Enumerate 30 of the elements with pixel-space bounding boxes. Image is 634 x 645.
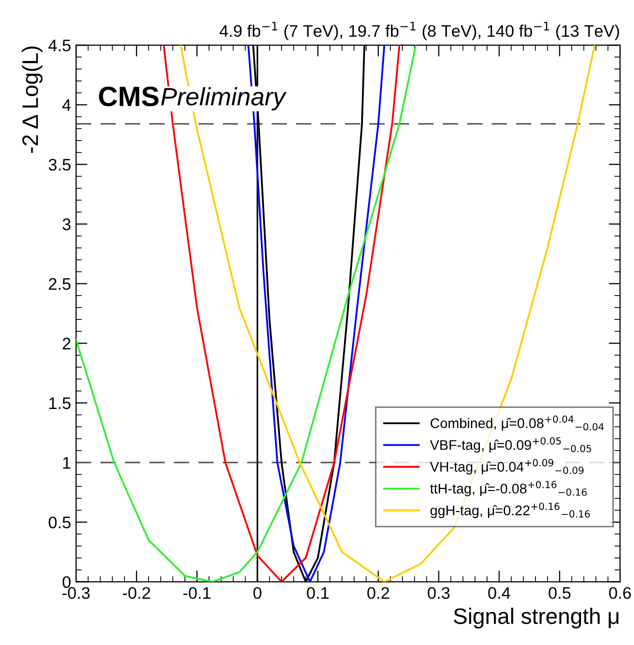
y-tick-label: 2.5 [48,278,71,290]
x-tick-label: 0.1 [306,587,329,599]
legend-label: ggH-tag, μ̂=0.22$^{+0.16}$$_{−0.16}$ [430,502,590,518]
x-tick-label: 0.6 [609,587,631,599]
y-tick-label: 0.5 [48,516,71,528]
y-tick-label: 1 [63,457,70,469]
x-tick-label: -0.1 [183,587,211,599]
legend-label: VH-tag, μ̂=0.04$^{+0.09}$$_{−0.09}$ [430,459,584,474]
x-axis-title: Signal strength μ [454,608,618,628]
x-tick-label: 0 [253,587,262,599]
y-tick-label: 4.5 [48,40,71,52]
x-tick-label: -0.2 [122,587,150,599]
annotation: CMS [98,86,158,106]
x-tick-label: 0.4 [488,587,510,599]
y-tick-label: 3.5 [48,158,71,171]
x-tick-label: 0.5 [548,587,570,599]
x-tick-label: -0.3 [62,587,90,599]
y-tick-label: 3 [62,218,70,230]
y-tick-label: 2 [62,338,70,350]
y-tick-label: 0 [62,576,71,588]
annotation: Preliminary [161,87,287,110]
y-tick-label: 1.5 [49,397,71,410]
legend-label: VBF-tag, μ̂=0.09$^{+0.05}$$_{−0.05}$ [430,437,592,453]
legend-label: Combined, μ̂=0.08$^{+0.04}$$_{−0.04}$ [430,415,604,431]
y-axis-title: -2 Δ Log(L) [22,46,42,153]
y-tick-label: 4 [62,99,71,111]
legend-label: ttH-tag, μ̂=-0.08$^{+0.16}$$_{−0.16}$ [430,480,587,496]
chart-title: 4.9 fb$^{−1}$ (7 TeV), 19.7 fb$^{−1}$ (8 TeV), 140 fb$^{−1}$ (13 TeV) [220,22,620,40]
x-tick-label: 0.3 [428,587,450,599]
x-tick-label: 0.2 [367,587,390,599]
